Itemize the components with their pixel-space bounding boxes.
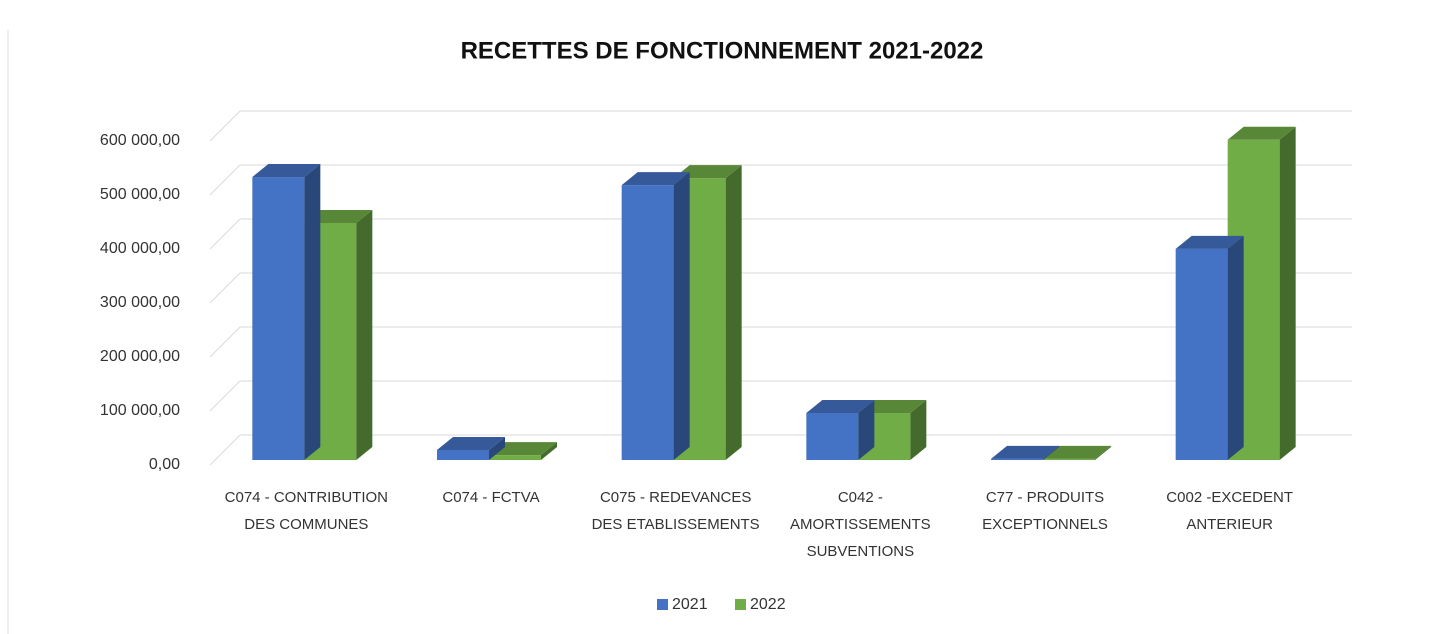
bar-front <box>1043 458 1095 460</box>
bar-top <box>437 437 505 451</box>
grid-side <box>209 272 241 304</box>
y-tick-label: 0,00 <box>149 456 180 473</box>
bar <box>489 442 557 460</box>
bar-front <box>621 185 674 460</box>
bar-top <box>304 209 373 223</box>
bar-front <box>252 177 305 461</box>
bar-top <box>858 400 927 414</box>
bar-side <box>725 165 742 460</box>
bar-side <box>673 172 690 460</box>
bar-top <box>252 164 321 178</box>
grid-side <box>209 380 241 412</box>
bar-side <box>1043 445 1059 460</box>
y-tick-label: 400 000,00 <box>100 240 180 257</box>
bar-top <box>806 400 875 414</box>
grid-side <box>209 434 241 466</box>
bar <box>621 172 690 460</box>
grid-side <box>209 164 241 196</box>
bar-side <box>541 442 557 460</box>
grid-side <box>209 110 241 142</box>
y-tick-label: 200 000,00 <box>100 348 180 365</box>
bar <box>1043 445 1111 460</box>
y-tick-label: 300 000,00 <box>100 294 180 311</box>
legend-swatch <box>735 599 746 610</box>
bar-side <box>1095 445 1111 460</box>
bar <box>437 437 505 460</box>
bar-top <box>991 445 1059 459</box>
bar-top <box>673 165 742 179</box>
bar-top <box>621 172 690 186</box>
bar <box>252 164 321 461</box>
bar-front <box>1175 248 1228 460</box>
x-tick-label: C77 - PRODUITS EXCEPTIONNELS <box>982 489 1108 533</box>
y-tick-label: 600 000,00 <box>100 132 180 149</box>
bar-top <box>1227 126 1296 140</box>
x-tick-label: C042 - AMORTISSEMENTS SUBVENTIONS <box>790 489 931 560</box>
y-tick-label: 500 000,00 <box>100 186 180 203</box>
legend-label: 2021 <box>672 596 708 613</box>
grid-side <box>209 326 241 358</box>
bar-front <box>489 455 541 460</box>
legend-swatch <box>657 599 668 610</box>
bar-side <box>858 400 875 460</box>
x-tick-label: C074 - FCTVA <box>442 489 540 506</box>
bar-side <box>489 437 505 460</box>
bar-top <box>1043 445 1111 459</box>
bar <box>991 445 1059 460</box>
x-tick-label: C074 - CONTRIBUTION DES COMMUNES <box>224 489 388 533</box>
bar-side <box>304 164 321 461</box>
bar-side <box>1227 235 1244 460</box>
bar-top <box>1175 235 1244 249</box>
legend-label: 2022 <box>750 596 786 613</box>
bar-side <box>910 400 927 460</box>
bar-front <box>437 450 489 460</box>
x-tick-label: C002 -EXCEDENT ANTERIEUR <box>1166 489 1293 533</box>
bar-top <box>489 442 557 456</box>
x-tick-label: C075 - REDEVANCES DES ETABLISSEMENTS <box>591 489 760 533</box>
bar-front <box>806 413 859 460</box>
grid-side <box>209 218 241 250</box>
bar <box>806 400 875 460</box>
bar-side <box>1279 126 1296 460</box>
bar-side <box>356 209 373 460</box>
bar-front <box>991 458 1043 460</box>
chart-title: RECETTES DE FONCTIONNEMENT 2021-2022 <box>461 37 984 64</box>
y-tick-label: 100 000,00 <box>100 402 180 419</box>
bar <box>1175 235 1244 460</box>
